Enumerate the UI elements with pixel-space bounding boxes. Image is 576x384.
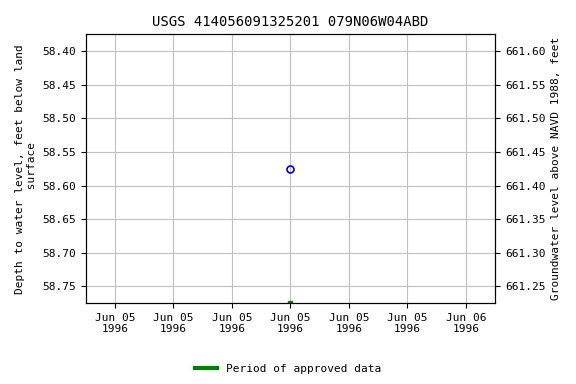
Title: USGS 414056091325201 079N06W04ABD: USGS 414056091325201 079N06W04ABD: [152, 15, 429, 29]
Legend: Period of approved data: Period of approved data: [191, 359, 385, 379]
Y-axis label: Groundwater level above NAVD 1988, feet: Groundwater level above NAVD 1988, feet: [551, 37, 561, 300]
Y-axis label: Depth to water level, feet below land
 surface: Depth to water level, feet below land su…: [15, 44, 37, 294]
